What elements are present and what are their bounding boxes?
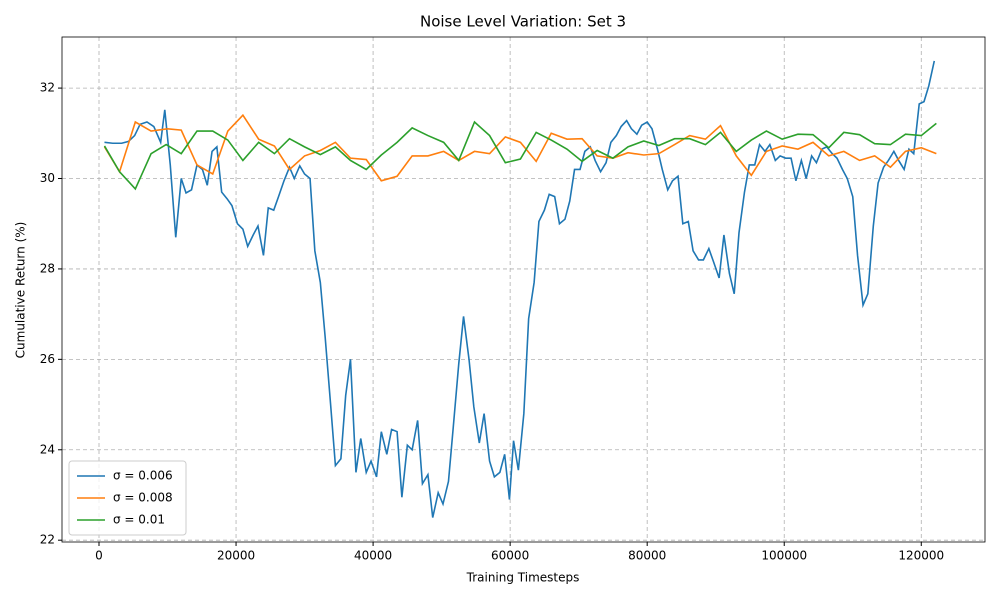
y-tick-label: 32 [40, 81, 55, 95]
y-tick-label: 26 [40, 352, 55, 366]
data-line [103, 113, 937, 182]
legend-label: σ = 0.01 [113, 513, 165, 527]
legend-label: σ = 0.008 [113, 491, 173, 505]
y-axis-label: Cumulative Return (%) [14, 222, 28, 359]
x-axis-label: Training Timesteps [466, 571, 580, 585]
y-tick-label: 24 [40, 442, 55, 456]
plot-frame [61, 36, 986, 543]
x-tick-label: 60000 [491, 549, 529, 563]
x-tick-label: 120000 [898, 549, 944, 563]
chart-title: Noise Level Variation: Set 3 [420, 13, 626, 31]
y-tick-label: 30 [40, 171, 55, 185]
data-line [104, 60, 936, 518]
legend-label: σ = 0.006 [113, 469, 173, 483]
y-tick-label: 28 [40, 261, 55, 275]
x-tick-label: 80000 [628, 549, 666, 563]
legend-box [68, 460, 187, 536]
y-tick-label: 22 [40, 533, 55, 547]
x-tick-label: 100000 [761, 549, 807, 563]
x-tick-label: 40000 [354, 549, 392, 563]
data-line [103, 120, 937, 191]
x-tick-label: 0 [95, 549, 103, 563]
x-tick-label: 20000 [217, 549, 255, 563]
